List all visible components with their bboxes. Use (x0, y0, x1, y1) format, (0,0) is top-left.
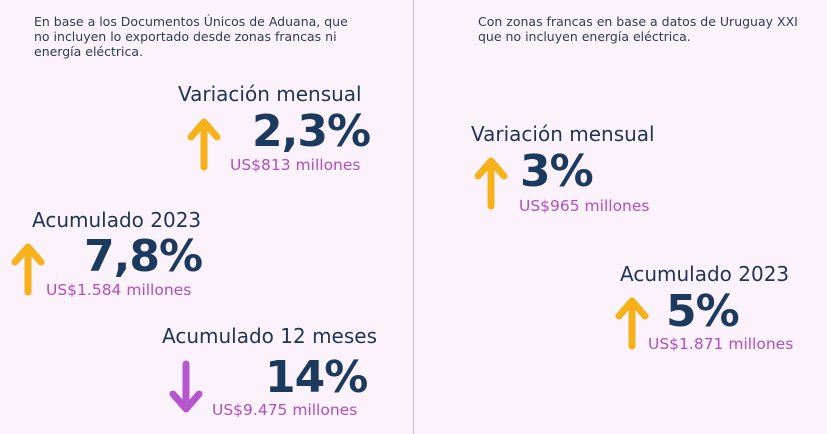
arrow-up-icon (11, 243, 45, 296)
right-metric-1-amount: US$965 millones (519, 197, 650, 215)
left-metric-3-amount: US$9.475 millones (212, 401, 358, 419)
right-metric-1-value: 3% (520, 146, 594, 197)
left-metric-3-value: 14% (265, 352, 368, 403)
left-metric-1-label: Variación mensual (178, 82, 362, 106)
left-metric-2-label: Acumulado 2023 (32, 208, 202, 232)
arrow-up-icon (187, 118, 221, 171)
right-metric-2-value: 5% (666, 286, 740, 337)
right-metric-1-label: Variación mensual (471, 122, 655, 146)
left-metric-2-value: 7,8% (84, 231, 203, 282)
arrow-down-icon (169, 360, 203, 413)
arrow-up-icon (474, 157, 508, 210)
right-note: Con zonas francas en base a datos de Uru… (478, 14, 798, 44)
column-divider (413, 0, 414, 434)
left-note: En base a los Documentos Únicos de Aduan… (34, 14, 348, 59)
left-metric-1-amount: US$813 millones (230, 156, 361, 174)
right-metric-2-amount: US$1.871 millones (648, 335, 794, 353)
arrow-up-icon (615, 297, 649, 350)
left-metric-3-label: Acumulado 12 meses (162, 324, 377, 348)
left-metric-2-amount: US$1.584 millones (46, 281, 192, 299)
right-metric-2-label: Acumulado 2023 (620, 262, 790, 286)
left-metric-1-value: 2,3% (252, 106, 371, 157)
